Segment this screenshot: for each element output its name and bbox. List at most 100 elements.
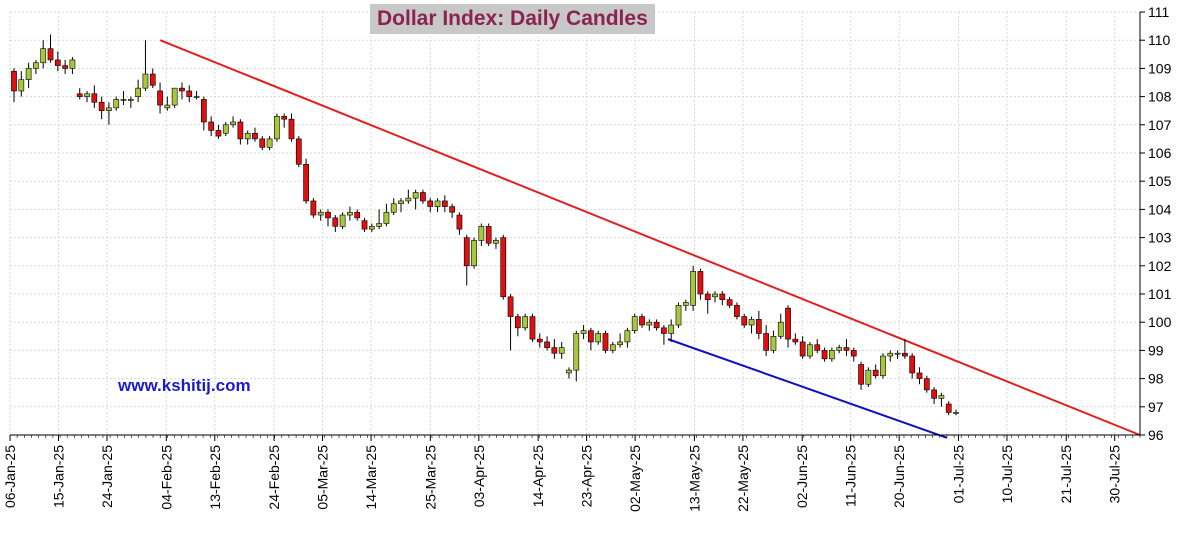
- candle: [493, 237, 499, 249]
- candle: [25, 62, 32, 89]
- candle-body: [515, 316, 521, 329]
- candle: [770, 330, 777, 354]
- candle-body: [697, 271, 704, 295]
- candle: [763, 325, 769, 357]
- candle: [354, 209, 361, 221]
- x-tick-label: 20-Jun-25: [891, 445, 907, 508]
- candle-body: [179, 87, 185, 92]
- candle-body: [91, 93, 98, 103]
- candle-body: [493, 240, 499, 244]
- candle-body: [398, 200, 404, 205]
- y-tick-label: 103: [1148, 230, 1172, 246]
- candle: [880, 353, 886, 379]
- trendline: [667, 338, 948, 439]
- candle: [398, 198, 404, 213]
- candle-body: [668, 324, 675, 334]
- candle: [639, 313, 645, 328]
- candle: [142, 40, 149, 91]
- candle: [405, 189, 412, 204]
- candle-body: [653, 321, 660, 329]
- candle-body: [763, 333, 769, 351]
- candle-body: [295, 138, 302, 165]
- candle-body: [441, 200, 448, 207]
- candle: [62, 59, 68, 75]
- candle: [325, 209, 331, 227]
- candle: [682, 299, 689, 311]
- candle-body: [427, 200, 434, 207]
- candle-body: [880, 355, 886, 377]
- candle: [208, 116, 215, 137]
- candle: [434, 198, 441, 213]
- candle: [485, 223, 492, 247]
- candle-body: [33, 62, 39, 69]
- candle-body: [354, 211, 361, 219]
- candle: [829, 347, 835, 362]
- candle-body: [719, 293, 726, 300]
- candle: [274, 113, 280, 142]
- candle: [376, 209, 382, 230]
- candle-body: [639, 316, 645, 326]
- candle-body: [113, 99, 120, 109]
- candle: [887, 350, 894, 362]
- candle: [18, 71, 25, 97]
- trendlines: [159, 39, 1141, 439]
- candle-body: [193, 96, 200, 98]
- candle-body: [646, 321, 653, 326]
- candle-body: [712, 293, 718, 298]
- candle: [646, 319, 653, 331]
- candle: [785, 305, 791, 348]
- candle-body: [222, 124, 229, 134]
- candle-body: [485, 226, 492, 244]
- candle: [821, 347, 828, 362]
- y-tick-label: 102: [1148, 258, 1172, 274]
- candle-body: [894, 352, 901, 355]
- candle-body: [785, 307, 791, 340]
- candle: [54, 51, 61, 72]
- candle-body: [807, 344, 813, 357]
- candle-body: [383, 211, 390, 224]
- y-tick-label: 100: [1148, 314, 1172, 330]
- candle-body: [449, 206, 455, 213]
- grid: [9, 11, 1140, 436]
- candle-body: [478, 226, 485, 241]
- candle-body: [566, 369, 572, 374]
- candle: [799, 336, 806, 359]
- candle: [281, 113, 288, 128]
- x-tick-label: 21-Jul-25: [1058, 445, 1074, 504]
- candle-body: [938, 395, 945, 399]
- candle: [40, 40, 47, 69]
- candle-body: [317, 211, 324, 216]
- x-tick-label: 06-Jan-25: [2, 445, 18, 508]
- x-tick-label: 24-Feb-25: [266, 445, 282, 510]
- x-tick-label: 14-Apr-25: [530, 445, 546, 507]
- candle: [566, 367, 572, 379]
- candle: [909, 353, 916, 379]
- candle-body: [332, 217, 339, 227]
- candle: [295, 136, 302, 168]
- candle-body: [595, 333, 602, 343]
- x-tick-label: 02-May-25: [627, 445, 643, 512]
- candle-body: [62, 65, 68, 69]
- x-tick-label: 25-Mar-25: [422, 445, 438, 510]
- candle-body: [69, 59, 76, 69]
- candle-body: [558, 347, 565, 354]
- candle-body: [588, 330, 594, 343]
- y-tick-label: 108: [1148, 89, 1172, 105]
- candle: [843, 339, 850, 357]
- candle-body: [456, 214, 463, 230]
- candle-body: [953, 412, 959, 414]
- candle: [609, 341, 616, 354]
- candle: [755, 310, 762, 340]
- candle-body: [339, 214, 346, 227]
- watermark-link[interactable]: www.kshitij.com: [118, 376, 251, 395]
- candle: [127, 96, 134, 108]
- candle-body: [149, 73, 156, 86]
- candle-body: [288, 118, 295, 140]
- candle: [668, 319, 675, 342]
- candle: [230, 116, 236, 128]
- candle-body: [434, 200, 441, 207]
- candle: [252, 127, 258, 142]
- x-tick-label: 14-Mar-25: [363, 445, 379, 510]
- candle-body: [916, 372, 923, 379]
- y-tick-label: 97: [1148, 399, 1164, 415]
